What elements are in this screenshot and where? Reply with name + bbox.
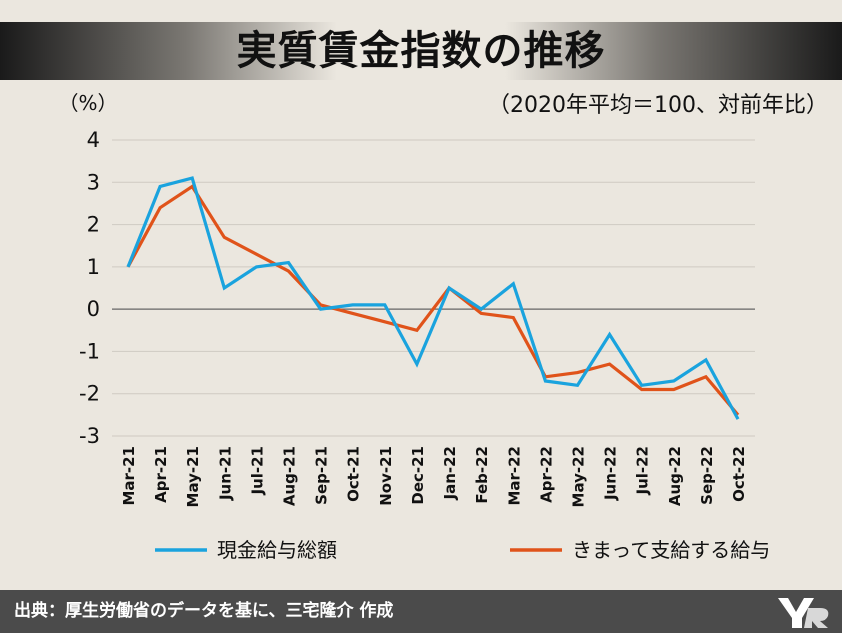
x-tick-label: Feb-22 (473, 446, 491, 504)
legend-label: きまって支給する給与 (572, 538, 770, 562)
y-axis-label: （%） (58, 91, 117, 115)
x-tick-label: Sep-22 (698, 446, 716, 505)
logo-icon (778, 598, 829, 628)
y-tick-label: -2 (79, 382, 100, 406)
line-chart: （%） 4 3 2 1 0 -1 -2 -3 Mar-21 Apr-21 May-21 Jun-21… (58, 91, 770, 562)
y-tick-label: 0 (87, 297, 100, 321)
x-tick-label: Oct-22 (730, 446, 748, 502)
title-bar: 実質賃金指数の推移 (0, 22, 842, 80)
legend-label: 現金給与総額 (217, 538, 337, 562)
y-tick-label: 3 (87, 170, 100, 194)
y-tick-label: -1 (79, 339, 100, 363)
x-tick-label: Jul-21 (248, 446, 266, 496)
x-tick-label: Jul-22 (634, 446, 652, 496)
footer-bar: 出典：厚生労働省のデータを基に、三宅隆介 作成 (0, 590, 842, 633)
x-tick-label: Sep-21 (313, 446, 331, 505)
y-tick-label: 1 (87, 255, 100, 279)
x-tick-label: Mar-22 (505, 446, 523, 506)
x-tick-label: May-21 (184, 446, 202, 507)
x-tick-label: Oct-21 (345, 446, 363, 502)
x-tick-label: Apr-22 (537, 446, 555, 503)
x-tick-label: Mar-21 (120, 446, 138, 506)
source-note: 出典：厚生労働省のデータを基に、三宅隆介 作成 (14, 601, 394, 621)
y-tick-label: -3 (79, 424, 100, 448)
y-tick-label: 2 (87, 213, 100, 237)
x-tick-label: Nov-21 (377, 446, 395, 506)
series-line-1 (126, 184, 740, 416)
chart-subtitle: （2020年平均＝100、対前年比） (488, 93, 828, 118)
series-line-0 (126, 176, 740, 420)
x-tick-label: Jan-22 (441, 446, 459, 500)
chart-title: 実質賃金指数の推移 (236, 28, 606, 74)
x-tick-label: Dec-21 (409, 446, 427, 505)
x-tick-label: Aug-21 (281, 446, 299, 506)
y-tick-label: 4 (87, 128, 100, 152)
x-tick-label: Jun-21 (216, 446, 234, 501)
x-tick-label: Aug-22 (666, 446, 684, 506)
x-tick-label: Jun-22 (602, 446, 620, 501)
x-tick-label: May-22 (569, 446, 587, 507)
x-tick-label: Apr-21 (152, 446, 170, 503)
